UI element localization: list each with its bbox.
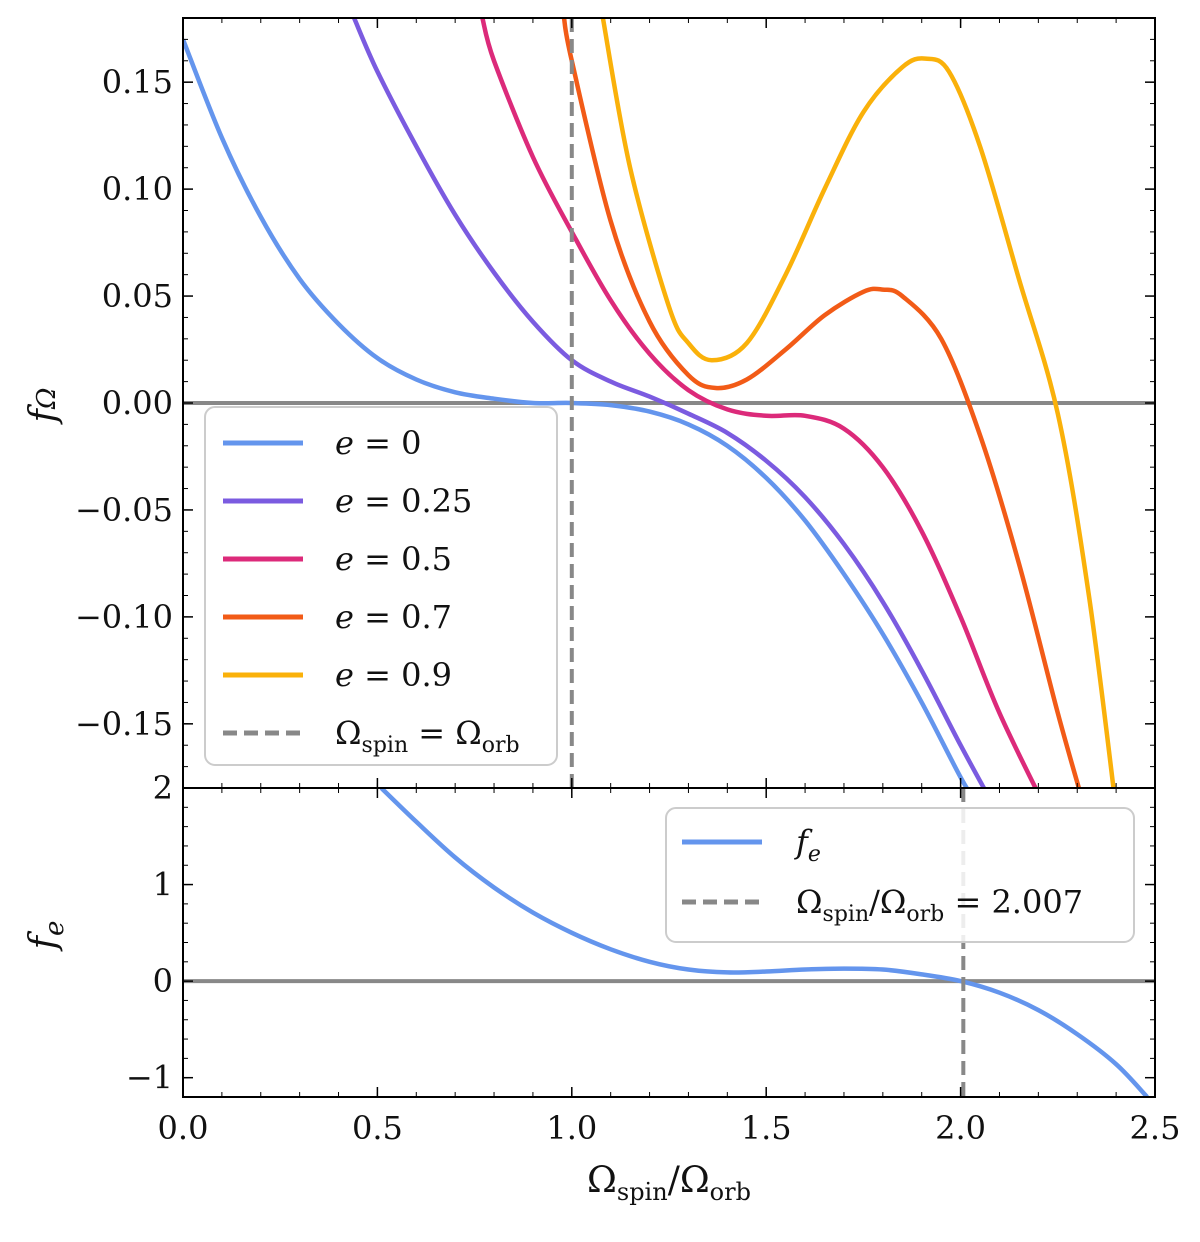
- bottom-series-layer: [379, 788, 1149, 1097]
- top-panel: −0.15 −0.10 −0.05 0.00 0.05 0.10 0.15 feΩ e = …: [23, 17, 1156, 789]
- legend-label: Ωspin/Ωorb = 2.007: [796, 883, 1083, 927]
- series-line-0: [379, 788, 1149, 1097]
- y-tick-label: −0.10: [75, 598, 173, 636]
- legend-label: e = 0.9: [335, 656, 452, 694]
- x-tick-label: 1.0: [546, 1109, 597, 1147]
- series-line-2: [480, 18, 1039, 788]
- y-tick-label: 0.10: [102, 170, 173, 208]
- top-legend: e = 0 e = 0.25 e = 0.5 e = 0.7 e = 0.9 Ωspin …: [204, 406, 558, 766]
- x-tick-label: 0.0: [158, 1109, 209, 1147]
- x-tick-label: 0.5: [352, 1109, 403, 1147]
- legend-label: Ωspin = Ωorb: [335, 714, 520, 758]
- legend-label: e = 0: [335, 424, 421, 462]
- y-tick-label: 0.00: [102, 384, 173, 422]
- series-line-3: [561, 18, 1082, 788]
- legend-box: [665, 807, 1135, 943]
- x-tick-label: 2.5: [1130, 1109, 1181, 1147]
- top-ylabel: feΩ: [23, 388, 64, 426]
- y-tick-label: 0.05: [102, 277, 173, 315]
- x-tick-label: 1.5: [741, 1109, 792, 1147]
- top-ticks: −0.15 −0.10 −0.05 0.00 0.05 0.10 0.15: [75, 17, 1156, 789]
- bottom-ylabel: fe: [23, 921, 70, 953]
- x-axis-label: Ωspin/Ωorb: [587, 1160, 751, 1206]
- legend-label: e = 0.5: [335, 540, 452, 578]
- top-series-layer: [183, 18, 1116, 788]
- legend-label: e = 0.7: [335, 598, 452, 636]
- y-tick-label: 0: [153, 962, 173, 1000]
- y-tick-label: −0.15: [75, 705, 173, 743]
- series-line-4: [600, 18, 1116, 788]
- y-tick-label: −1: [126, 1059, 173, 1097]
- y-tick-label: 0.15: [102, 63, 173, 101]
- bottom-panel-frame: [182, 787, 1156, 1098]
- x-tick-label: 2.0: [935, 1109, 986, 1147]
- series-line-1: [352, 18, 987, 788]
- y-tick-label: 2: [153, 769, 173, 807]
- series-line-0: [183, 38, 970, 788]
- y-tick-label: 1: [153, 866, 173, 904]
- y-tick-label: −0.05: [75, 491, 173, 529]
- bottom-panel: −1 0 1 2 0.0 0.5 1.0 1.5 2.0 2.5 fe feΩspin/Ωorb …: [23, 769, 1180, 1206]
- legend-label: e = 0.25: [335, 482, 472, 520]
